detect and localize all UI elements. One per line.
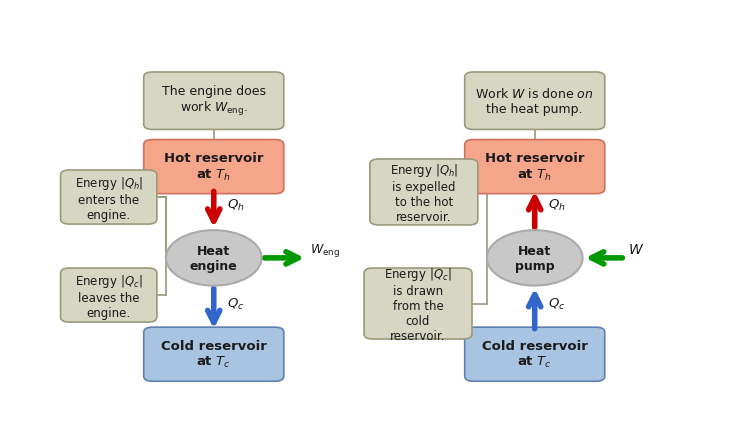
Text: $Q_c$: $Q_c$	[548, 296, 566, 311]
Text: Hot reservoir
at $T_h$: Hot reservoir at $T_h$	[164, 152, 264, 182]
Text: Heat
engine: Heat engine	[190, 244, 238, 272]
Text: $Q_c$: $Q_c$	[227, 296, 245, 311]
FancyBboxPatch shape	[465, 328, 605, 381]
Text: Cold reservoir
at $T_c$: Cold reservoir at $T_c$	[161, 339, 267, 370]
FancyBboxPatch shape	[364, 268, 472, 339]
FancyBboxPatch shape	[465, 140, 605, 194]
Text: Work $W$ is done $on$
the heat pump.: Work $W$ is done $on$ the heat pump.	[475, 87, 594, 116]
Text: $Q_h$: $Q_h$	[548, 198, 566, 212]
Circle shape	[487, 231, 583, 286]
Text: Heat
pump: Heat pump	[515, 244, 554, 272]
Text: The engine does
work $W_{\mathrm{eng}}$.: The engine does work $W_{\mathrm{eng}}$.	[162, 85, 266, 118]
Text: $Q_h$: $Q_h$	[227, 198, 245, 212]
Text: Energy $|Q_h|$
enters the
engine.: Energy $|Q_h|$ enters the engine.	[75, 174, 143, 221]
FancyBboxPatch shape	[465, 73, 605, 130]
FancyBboxPatch shape	[370, 159, 478, 226]
FancyBboxPatch shape	[60, 268, 157, 322]
Text: $W$: $W$	[628, 243, 645, 257]
Circle shape	[166, 231, 261, 286]
Text: Energy $|Q_h|$
is expelled
to the hot
reservoir.: Energy $|Q_h|$ is expelled to the hot re…	[389, 162, 458, 223]
Text: Hot reservoir
at $T_h$: Hot reservoir at $T_h$	[485, 152, 584, 182]
Text: Cold reservoir
at $T_c$: Cold reservoir at $T_c$	[482, 339, 587, 370]
Text: Energy $|Q_c|$
leaves the
engine.: Energy $|Q_c|$ leaves the engine.	[75, 272, 142, 319]
Text: $W_{\mathrm{eng}}$: $W_{\mathrm{eng}}$	[310, 241, 340, 258]
FancyBboxPatch shape	[144, 328, 284, 381]
FancyBboxPatch shape	[144, 73, 284, 130]
Text: Energy $|Q_c|$
is drawn
from the
cold
reservoir.: Energy $|Q_c|$ is drawn from the cold re…	[384, 265, 452, 342]
FancyBboxPatch shape	[60, 171, 157, 225]
FancyBboxPatch shape	[144, 140, 284, 194]
